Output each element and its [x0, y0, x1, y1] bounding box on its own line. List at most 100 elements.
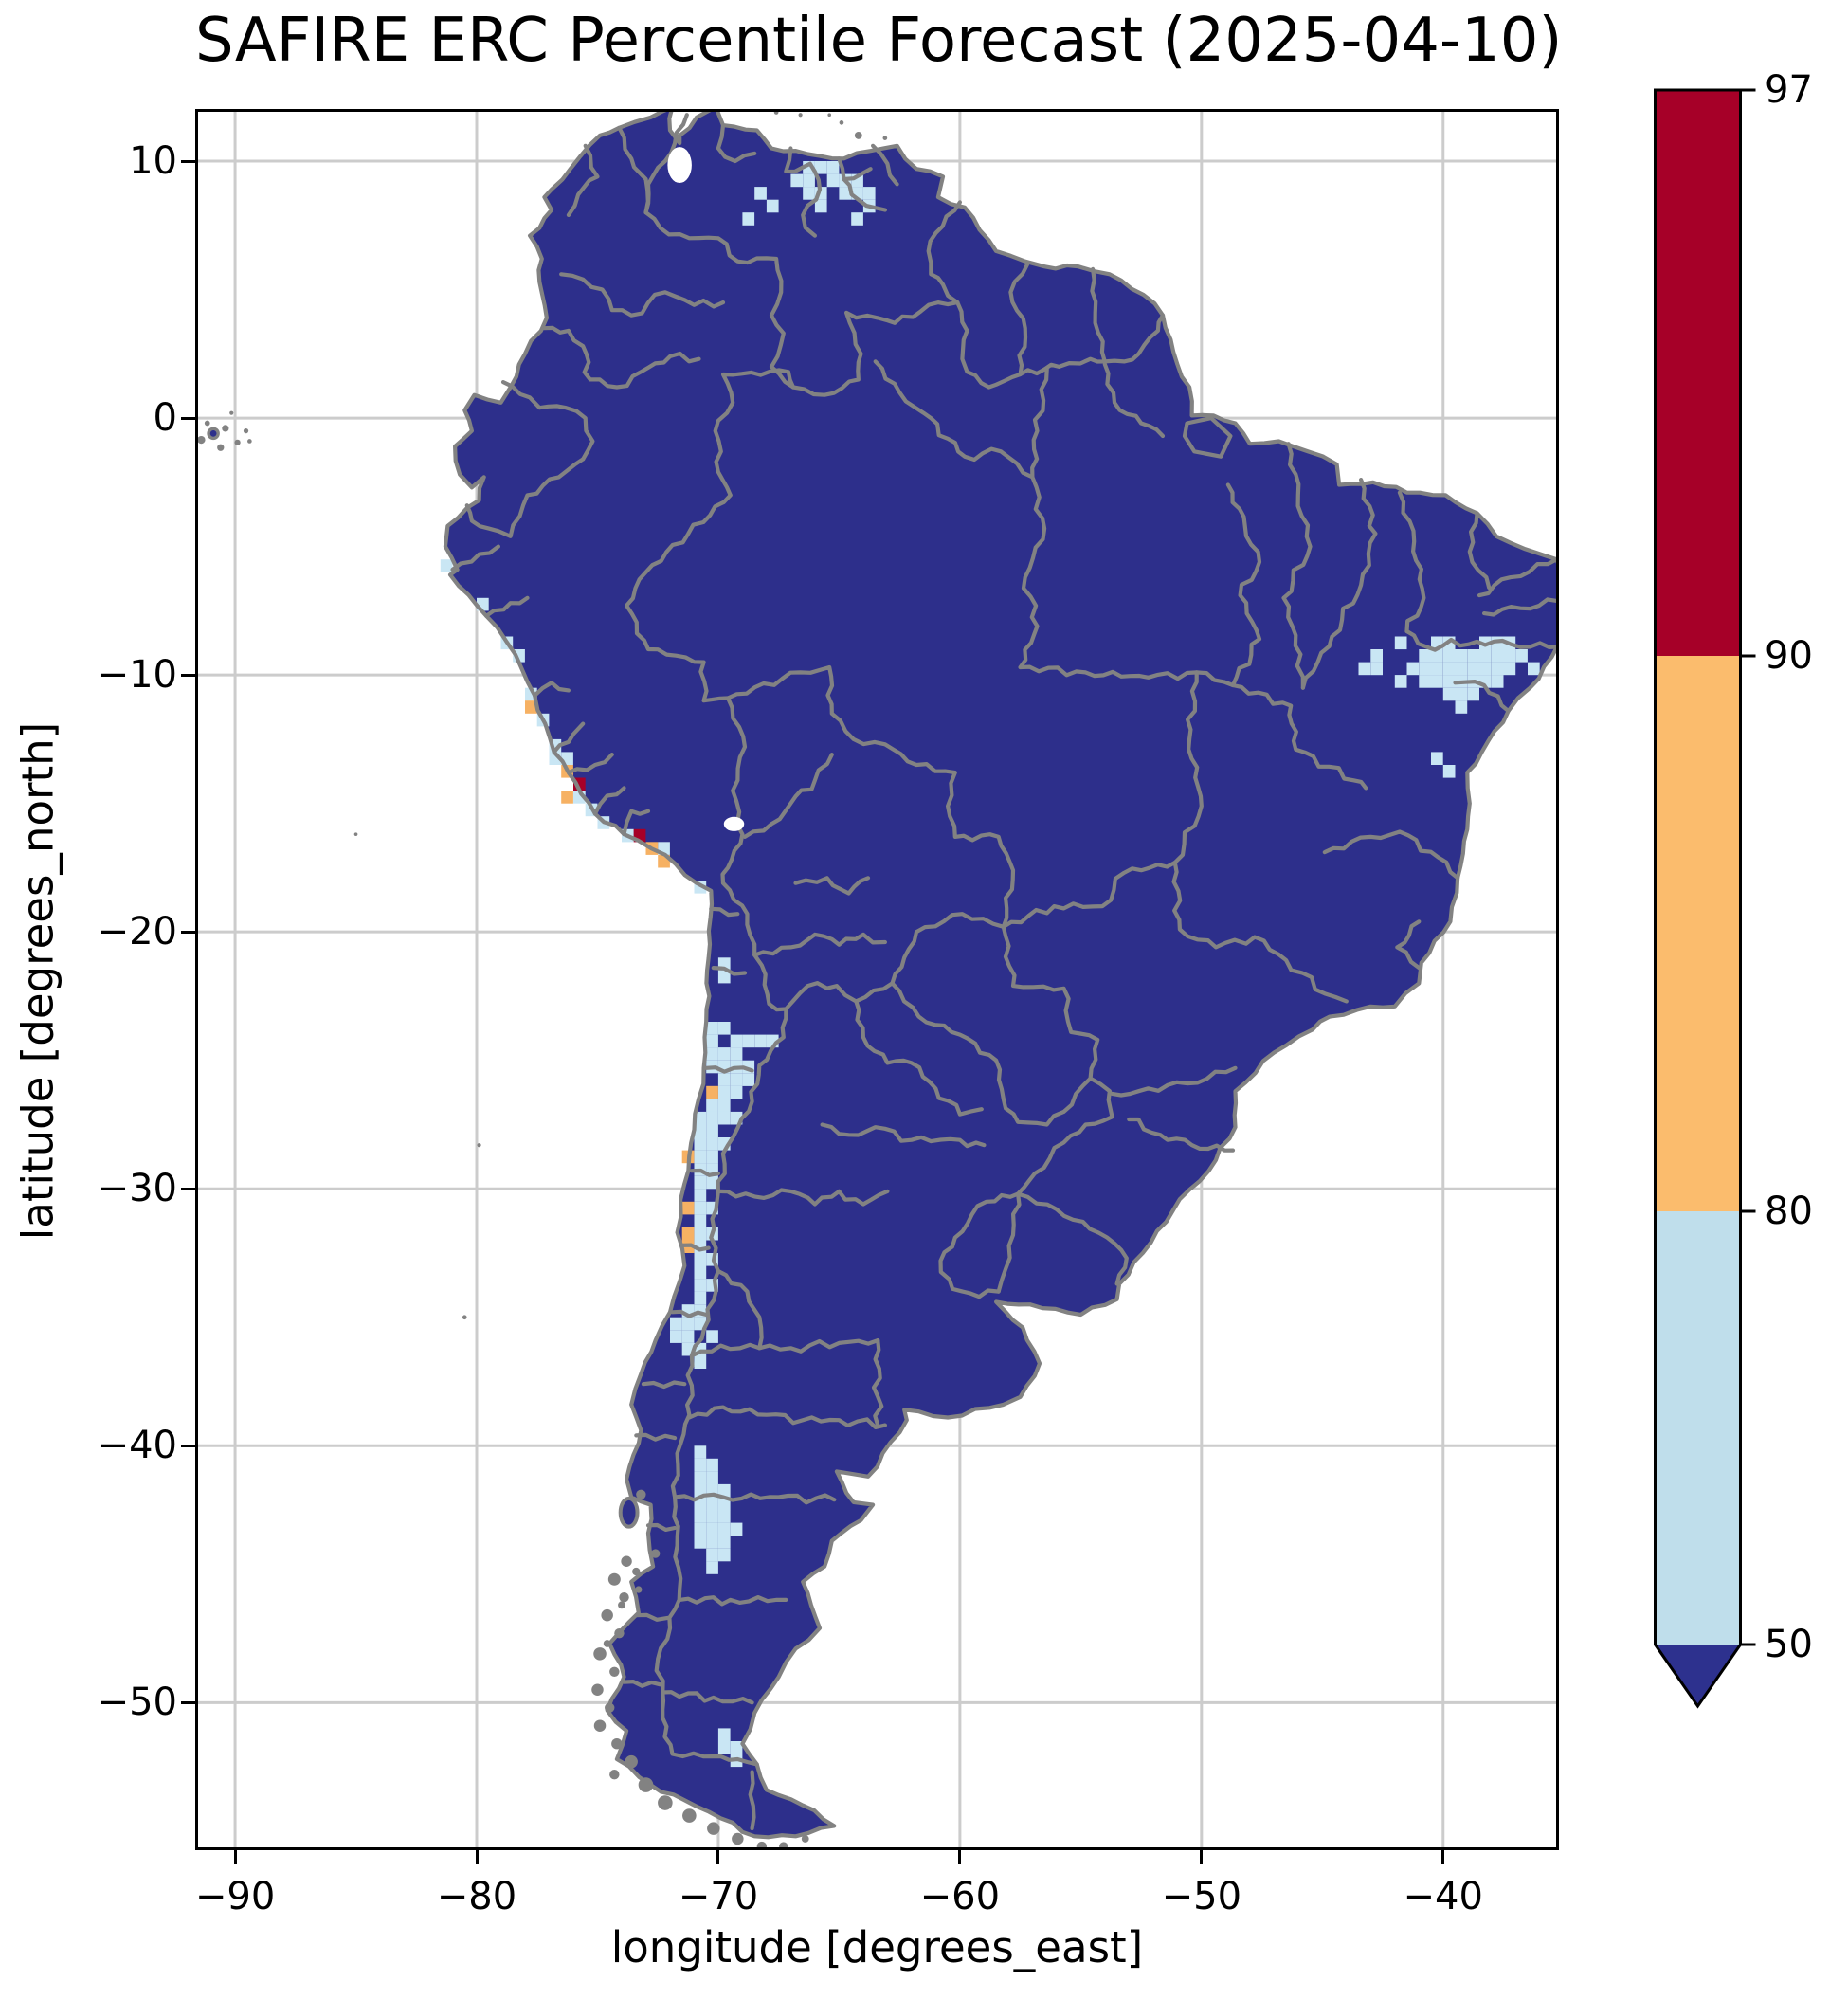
cell-50-80 [814, 161, 827, 174]
cell-50-80 [839, 187, 852, 200]
cell-50-80 [706, 1497, 718, 1511]
fjord-islet [732, 1832, 744, 1845]
fjord-islet [619, 1591, 629, 1603]
x-tick-mark [1200, 1850, 1204, 1864]
cell-50-80 [694, 1510, 707, 1523]
plot-border [195, 109, 1559, 1850]
cell-50-80 [1467, 662, 1479, 676]
cell-50-80 [694, 1445, 707, 1459]
x-tick-label: −40 [1403, 1875, 1483, 1918]
galapagos-islet [197, 435, 206, 445]
cell-50-80 [717, 1536, 731, 1549]
cell-50-80 [1503, 649, 1516, 663]
cell-50-80 [1406, 662, 1420, 676]
cell-50-80 [717, 1022, 731, 1035]
lake-maracaibo [667, 147, 692, 184]
cell-50-80 [1455, 700, 1468, 714]
x-axis-label: longitude [degrees_east] [610, 1922, 1144, 1972]
cell-50-80 [694, 1227, 707, 1241]
cell-50-80 [694, 1214, 707, 1227]
y-tick-mark [181, 930, 195, 934]
galapagos-islet [209, 429, 217, 437]
cell-50-80 [694, 1150, 707, 1164]
fjord-islet [707, 1822, 720, 1835]
fjord-islet [801, 1835, 809, 1843]
cell-50-80 [706, 1111, 718, 1125]
cell-50-80 [694, 1471, 707, 1484]
galapagos-islet [217, 444, 225, 451]
colorbar [1654, 88, 1756, 1709]
cell-50-80 [803, 173, 815, 188]
galapagos-islet [229, 410, 234, 415]
cell-50-80 [814, 199, 827, 213]
x-tick-label: −90 [194, 1875, 276, 1918]
cell-50-80 [1467, 687, 1479, 701]
y-tick-label: −30 [97, 1167, 177, 1211]
cell-50-80 [694, 1458, 707, 1472]
y-tick-mark [181, 1700, 195, 1704]
islands [197, 107, 888, 1852]
cell-50-80 [730, 1034, 743, 1048]
fjord-islet [593, 1719, 607, 1732]
galapagos-islet [204, 420, 210, 427]
caribbean-islet [798, 113, 803, 118]
cell-50-80 [694, 1253, 707, 1266]
cell-50-80 [826, 173, 840, 188]
cell-50-80 [706, 1561, 718, 1574]
y-tick-label: 0 [153, 396, 177, 441]
cell-80-90 [525, 700, 537, 714]
cell-50-80 [1467, 649, 1479, 663]
cell-50-80 [730, 1522, 743, 1536]
y-tick-label: −10 [97, 653, 177, 698]
cell-50-80 [694, 1111, 707, 1125]
cell-50-80 [694, 1536, 707, 1549]
y-tick-mark [181, 1187, 195, 1190]
fjord-islet [603, 1640, 611, 1647]
cell-50-80 [1370, 649, 1383, 663]
fjord-islet [611, 1737, 623, 1750]
cell-50-80 [717, 1073, 731, 1086]
cell-80-90 [561, 791, 573, 804]
cell-50-80 [1431, 675, 1443, 688]
cell-50-80 [706, 1458, 718, 1472]
cell-50-80 [717, 1728, 731, 1741]
cell-50-80 [1442, 649, 1456, 663]
cell-50-80 [717, 1548, 731, 1562]
cell-50-80 [730, 1741, 743, 1754]
cell-50-80 [706, 1536, 718, 1549]
cell-50-80 [694, 1175, 707, 1190]
cell-50-80 [1503, 662, 1516, 676]
cell-50-80 [706, 1510, 718, 1523]
cell-50-80 [1358, 662, 1371, 676]
cell-50-80 [706, 1099, 718, 1112]
admin-boundaries [443, 105, 1571, 1840]
fjord-islet [609, 1666, 620, 1677]
cell-50-80 [1419, 675, 1431, 688]
x-tick-label: −80 [436, 1875, 517, 1918]
y-tick-label: −20 [97, 910, 177, 954]
cell-50-80 [862, 187, 876, 200]
cell-50-80 [1455, 662, 1468, 676]
colorbar-segment [1655, 90, 1741, 656]
y-axis-label: latitude [degrees_north] [12, 721, 63, 1241]
fjord-islet [636, 1489, 646, 1499]
cell-50-80 [742, 212, 755, 226]
cell-50-80 [754, 1034, 767, 1048]
fjord-islet [601, 1608, 613, 1622]
fjord-islet [607, 1572, 621, 1586]
fjord-islet [632, 1567, 641, 1576]
ocean-islet [353, 832, 358, 836]
galapagos-islet [247, 439, 252, 444]
cell-50-80 [742, 1073, 755, 1086]
cell-50-80 [1491, 662, 1504, 676]
fjord-islet [635, 1586, 643, 1593]
y-tick-mark [181, 1444, 195, 1447]
cell-50-80 [706, 1150, 718, 1164]
plot-title: SAFIRE ERC Percentile Forecast (2025-04-… [195, 6, 1563, 76]
ocean-islet [462, 1315, 467, 1320]
cell-50-80 [694, 1201, 707, 1215]
cell-50-80 [1431, 662, 1443, 676]
cell-50-80 [706, 1034, 718, 1048]
cell-50-80 [754, 187, 767, 200]
